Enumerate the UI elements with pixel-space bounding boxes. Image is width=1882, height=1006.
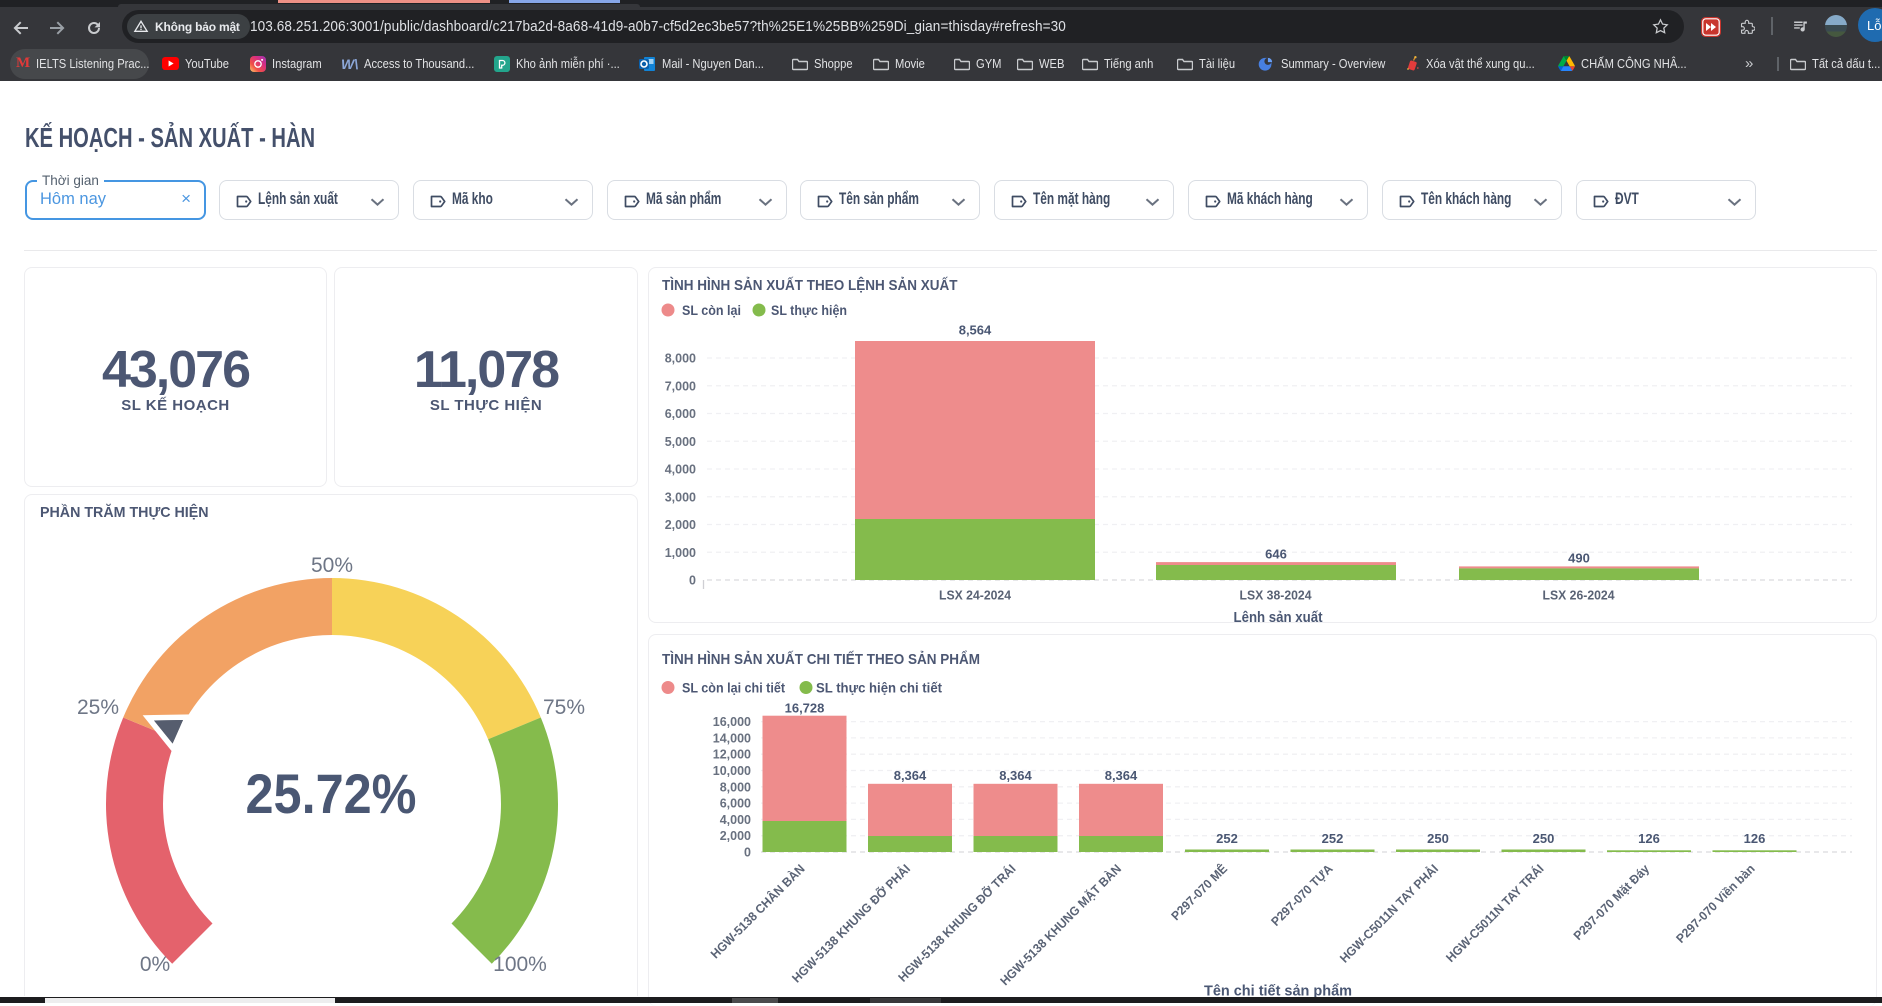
svg-text:LSX 26-2024: LSX 26-2024	[1543, 588, 1616, 603]
svg-text:8,364: 8,364	[894, 768, 927, 783]
svg-text:8,000: 8,000	[665, 352, 696, 366]
svg-text:7,000: 7,000	[665, 379, 696, 393]
svg-text:252: 252	[1216, 831, 1238, 846]
svg-text:Lệnh sản xuất: Lệnh sản xuất	[1234, 610, 1323, 622]
svg-text:P297-070 Viền bàn: P297-070 Viền bàn	[1673, 862, 1757, 946]
svg-text:HGW-5138 KHUNG MẶT BÀN: HGW-5138 KHUNG MẶT BÀN	[997, 861, 1124, 988]
svg-text:SL thực hiện chi tiết: SL thực hiện chi tiết	[816, 681, 942, 696]
svg-text:252: 252	[1322, 831, 1344, 846]
svg-text:HGW-C5011N TAY TRÁI: HGW-C5011N TAY TRÁI	[1443, 861, 1547, 965]
svg-text:6,000: 6,000	[720, 797, 751, 811]
svg-text:126: 126	[1638, 831, 1660, 846]
svg-text:75%: 75%	[543, 696, 585, 719]
svg-text:16,000: 16,000	[713, 715, 751, 729]
svg-text:P297-070 MÊ: P297-070 MÊ	[1168, 861, 1230, 923]
svg-text:HGW-5138 CHÂN BÀN: HGW-5138 CHÂN BÀN	[707, 861, 807, 961]
svg-text:0: 0	[744, 846, 751, 860]
svg-text:50%: 50%	[311, 554, 353, 577]
svg-text:8,364: 8,364	[999, 768, 1032, 783]
svg-text:5,000: 5,000	[665, 435, 696, 449]
svg-text:P297-070 TỰA: P297-070 TỰA	[1268, 862, 1335, 929]
svg-text:250: 250	[1427, 831, 1449, 846]
svg-text:646: 646	[1265, 547, 1287, 562]
svg-text:LSX 38-2024: LSX 38-2024	[1240, 588, 1313, 603]
svg-text:SL thực hiện: SL thực hiện	[771, 303, 847, 318]
svg-text:14,000: 14,000	[713, 731, 751, 745]
svg-text:0%: 0%	[140, 953, 170, 976]
svg-text:8,364: 8,364	[1105, 768, 1138, 783]
svg-text:16,728: 16,728	[785, 701, 825, 716]
svg-text:100%: 100%	[493, 953, 547, 976]
svg-text:SL còn lại chi tiết: SL còn lại chi tiết	[682, 681, 785, 696]
svg-text:4,000: 4,000	[720, 813, 751, 827]
svg-text:490: 490	[1568, 551, 1590, 566]
svg-text:HGW-5138 KHUNG ĐỠ PHẢI: HGW-5138 KHUNG ĐỠ PHẢI	[789, 861, 913, 985]
svg-text:SL còn lại: SL còn lại	[682, 303, 741, 318]
svg-text:P297-070 Mặt Đáy: P297-070 Mặt Đáy	[1571, 862, 1652, 943]
svg-text:0: 0	[689, 574, 696, 588]
svg-text:12,000: 12,000	[713, 748, 751, 762]
svg-text:Tên chi tiết sản phẩm: Tên chi tiết sản phẩm	[1204, 984, 1352, 1000]
svg-text:2,000: 2,000	[720, 829, 751, 843]
svg-text:8,564: 8,564	[959, 323, 992, 338]
svg-text:3,000: 3,000	[665, 490, 696, 504]
svg-text:6,000: 6,000	[665, 407, 696, 421]
svg-text:LSX 24-2024: LSX 24-2024	[939, 588, 1012, 603]
svg-text:4,000: 4,000	[665, 463, 696, 477]
svg-text:250: 250	[1533, 831, 1555, 846]
svg-text:2,000: 2,000	[665, 518, 696, 532]
svg-text:HGW-5138 KHUNG ĐỠ TRÁI: HGW-5138 KHUNG ĐỠ TRÁI	[895, 861, 1019, 985]
svg-text:8,000: 8,000	[720, 780, 751, 794]
svg-text:126: 126	[1744, 831, 1766, 846]
svg-text:25%: 25%	[77, 696, 119, 719]
svg-text:HGW-C5011N TAY PHẢI: HGW-C5011N TAY PHẢI	[1336, 861, 1441, 966]
svg-text:1,000: 1,000	[665, 546, 696, 560]
svg-text:10,000: 10,000	[713, 764, 751, 778]
